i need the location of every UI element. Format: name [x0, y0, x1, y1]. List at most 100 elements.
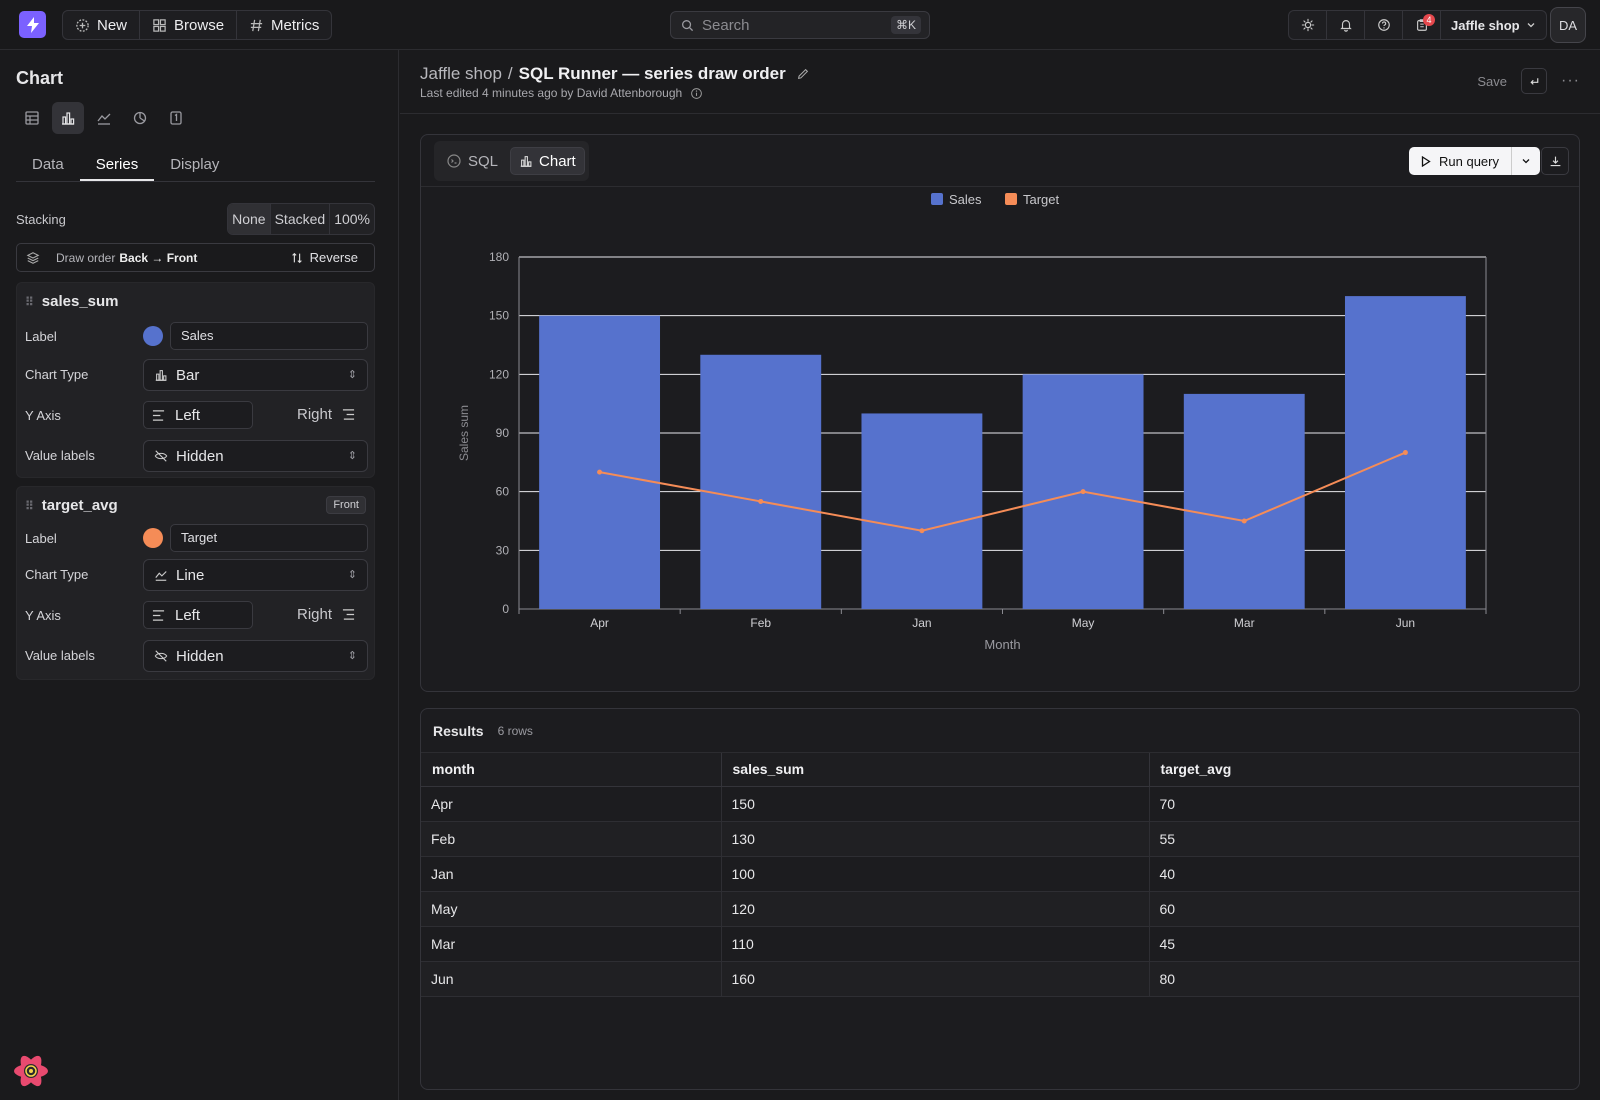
stacking-row: Stacking None Stacked 100% [16, 203, 375, 235]
tasks-button[interactable]: 4 [1403, 11, 1441, 39]
tab-display[interactable]: Display [170, 156, 220, 173]
drag-handle-icon[interactable]: ⠿ [25, 498, 34, 513]
cell-target-avg[interactable]: 40 [1149, 856, 1579, 892]
editor-mode-toggle: SQL Chart [434, 141, 589, 181]
results-header: Results 6 rows [421, 709, 1579, 753]
tab-data[interactable]: Data [32, 156, 64, 173]
chevron-updown-icon: ⇕ [347, 450, 357, 462]
run-query-label: Run query [1439, 153, 1499, 169]
chart-tab[interactable]: Chart [510, 147, 585, 175]
draw-order-bar: Draw order Back → Front Reverse [16, 243, 375, 272]
stacking-stacked[interactable]: Stacked [271, 204, 331, 234]
cell-month[interactable]: May [421, 891, 722, 927]
label-caption: Label [25, 329, 57, 344]
cell-month[interactable]: Mar [421, 926, 722, 962]
user-avatar[interactable]: DA [1550, 7, 1586, 43]
series-color-swatch[interactable] [143, 528, 163, 548]
more-options-icon[interactable]: ··· [1561, 72, 1580, 89]
lightdash-logo[interactable] [19, 11, 46, 38]
stacking-percent[interactable]: 100% [334, 211, 370, 227]
cell-sales-sum[interactable]: 110 [721, 926, 1150, 962]
chart-type-select[interactable]: Bar ⇕ [143, 359, 368, 391]
align-left-icon [152, 409, 165, 421]
legend-label: Target [1023, 192, 1060, 207]
chart-type-value: Line [176, 566, 205, 584]
search-input[interactable]: Search ⌘K [670, 11, 930, 39]
run-options-button[interactable] [1511, 147, 1540, 175]
new-button[interactable]: New [63, 11, 141, 39]
metrics-button[interactable]: Metrics [237, 11, 331, 39]
y-axis-right-button[interactable]: Right [297, 406, 355, 423]
download-button[interactable] [1541, 147, 1569, 175]
pie-chart-button[interactable] [124, 102, 156, 134]
last-edited: Last edited 4 minutes ago by David Atten… [420, 86, 703, 100]
column-header-month[interactable]: month [421, 753, 722, 787]
front-badge: Front [326, 496, 366, 514]
cell-month[interactable]: Jan [421, 856, 722, 892]
run-query-button[interactable]: Run query [1409, 147, 1512, 175]
project-selector[interactable]: Jaffle shop [1441, 11, 1546, 39]
bar-chart-icon [520, 156, 532, 167]
reverse-label: Reverse [309, 250, 358, 265]
value-labels-caption: Value labels [25, 648, 95, 663]
play-icon [1421, 155, 1431, 167]
series-card-target-avg: ⠿ target_avg Front Label Target Chart Ty… [16, 486, 375, 680]
cell-sales-sum[interactable]: 160 [721, 961, 1150, 997]
chart-type-value: Bar [176, 366, 200, 384]
save-button[interactable]: Save [1477, 73, 1508, 89]
bar-chart-icon [62, 112, 75, 125]
cell-month[interactable]: Feb [421, 821, 722, 857]
notifications-button[interactable] [1327, 11, 1365, 39]
cell-target-avg[interactable]: 60 [1149, 891, 1579, 927]
sql-tab-label: SQL [468, 152, 499, 170]
cell-target-avg[interactable]: 55 [1149, 821, 1579, 857]
series-color-swatch[interactable] [143, 326, 163, 346]
big-number-button[interactable] [160, 102, 192, 134]
drag-handle-icon[interactable]: ⠿ [25, 294, 34, 309]
cell-month[interactable]: Jun [421, 961, 722, 997]
series-label-input[interactable]: Sales [170, 322, 368, 350]
column-header-target-avg[interactable]: target_avg [1149, 753, 1579, 787]
browse-button[interactable]: Browse [140, 11, 238, 39]
bar-chart-button[interactable] [52, 102, 84, 134]
line-chart-button[interactable] [88, 102, 120, 134]
last-edited-text: Last edited 4 minutes ago by David Atten… [420, 86, 683, 100]
cell-sales-sum[interactable]: 120 [721, 891, 1150, 927]
table-chart-button[interactable] [16, 102, 48, 134]
breadcrumb-project[interactable]: Jaffle shop [420, 64, 502, 83]
cell-month[interactable]: Apr [421, 786, 722, 822]
cell-sales-sum[interactable]: 130 [721, 821, 1150, 857]
y-axis-left-button[interactable]: Left [143, 601, 253, 629]
metrics-label: Metrics [271, 16, 320, 34]
info-icon[interactable] [690, 87, 703, 100]
sidebar-tabs: Data Series Display [16, 150, 375, 182]
cell-target-avg[interactable]: 45 [1149, 926, 1579, 962]
series-label-input[interactable]: Target [170, 524, 368, 552]
ai-button[interactable] [1289, 11, 1327, 39]
reverse-button[interactable]: Reverse [290, 250, 358, 265]
undo-button[interactable] [1521, 68, 1548, 94]
value-labels-select[interactable]: Hidden ⇕ [143, 440, 368, 472]
sql-tab[interactable]: SQL [438, 147, 506, 175]
table-header-row: month sales_sum target_avg [421, 753, 1579, 787]
cell-sales-sum[interactable]: 150 [721, 786, 1150, 822]
help-button[interactable] [1365, 11, 1403, 39]
layers-icon [26, 251, 40, 264]
y-axis-left-button[interactable]: Left [143, 401, 253, 429]
pencil-icon[interactable] [796, 67, 810, 81]
column-header-sales-sum[interactable]: sales_sum [721, 753, 1150, 787]
cell-target-avg[interactable]: 70 [1149, 786, 1579, 822]
dev-tools-icon[interactable] [12, 1052, 50, 1090]
stacking-none[interactable]: None [228, 204, 271, 234]
cell-sales-sum[interactable]: 100 [721, 856, 1150, 892]
y-axis-right-button[interactable]: Right [297, 606, 355, 623]
chart-type-select[interactable]: Line ⇕ [143, 559, 368, 591]
results-title: Results [433, 722, 484, 739]
point-target [597, 469, 603, 475]
align-left-icon [152, 609, 165, 621]
table-row: Feb 130 55 [421, 821, 1579, 857]
chart-type-row: Chart Type Bar ⇕ [25, 359, 368, 391]
cell-target-avg[interactable]: 80 [1149, 961, 1579, 997]
value-labels-select[interactable]: Hidden ⇕ [143, 640, 368, 672]
tab-series[interactable]: Series [79, 150, 155, 181]
